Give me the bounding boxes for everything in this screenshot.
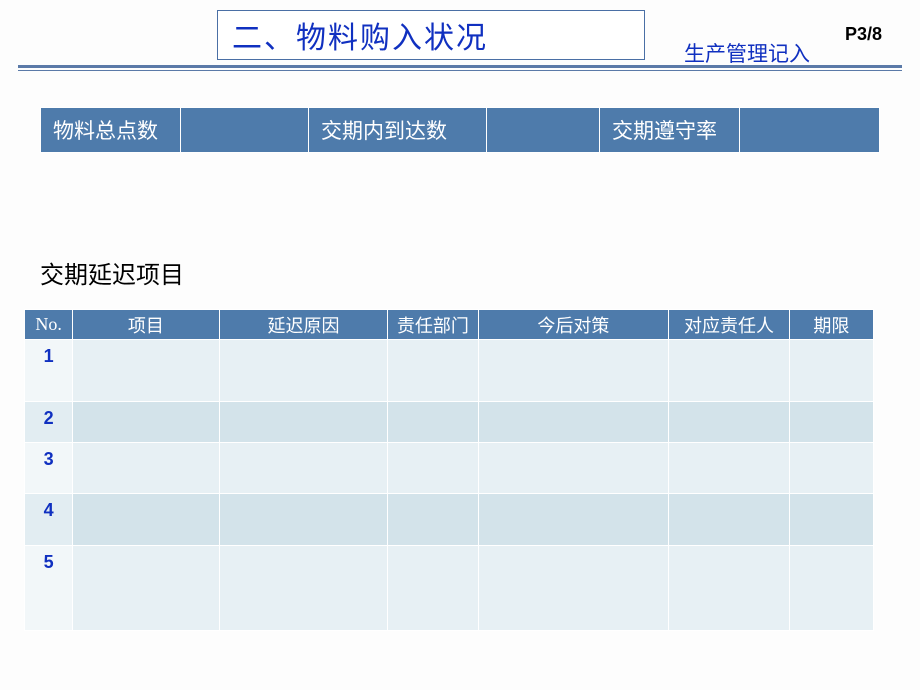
row-no: 1 <box>25 340 73 402</box>
summary-value-1 <box>487 108 600 153</box>
row-dept <box>388 402 478 443</box>
col-due: 期限 <box>789 310 873 340</box>
row-owner <box>669 443 789 494</box>
table-row: 1 <box>25 340 874 402</box>
title-box: 二、物料购入状况 <box>217 10 645 60</box>
row-due <box>789 340 873 402</box>
col-reason: 延迟原因 <box>219 310 388 340</box>
row-dept <box>388 340 478 402</box>
row-reason <box>219 546 388 631</box>
col-dept: 责任部门 <box>388 310 478 340</box>
row-due <box>789 494 873 546</box>
col-action: 今后对策 <box>478 310 669 340</box>
row-reason <box>219 340 388 402</box>
row-item <box>73 494 220 546</box>
col-item: 项目 <box>73 310 220 340</box>
row-dept <box>388 546 478 631</box>
row-no: 5 <box>25 546 73 631</box>
row-action <box>478 494 669 546</box>
header-divider <box>18 65 902 71</box>
table-row: 5 <box>25 546 874 631</box>
summary-label-2: 交期遵守率 <box>600 108 740 153</box>
row-item <box>73 402 220 443</box>
row-dept <box>388 443 478 494</box>
table-row: 2 <box>25 402 874 443</box>
row-no: 3 <box>25 443 73 494</box>
page-number: P3/8 <box>845 24 882 45</box>
summary-label-0: 物料总点数 <box>41 108 181 153</box>
row-reason <box>219 443 388 494</box>
page-header: 二、物料购入状况 生产管理记入 P3/8 <box>0 0 920 68</box>
table-row: 4 <box>25 494 874 546</box>
summary-value-0 <box>181 108 309 153</box>
row-due <box>789 402 873 443</box>
row-owner <box>669 494 789 546</box>
row-dept <box>388 494 478 546</box>
detail-header-row: No. 项目 延迟原因 责任部门 今后对策 对应责任人 期限 <box>25 310 874 340</box>
row-action <box>478 340 669 402</box>
row-owner <box>669 546 789 631</box>
row-due <box>789 546 873 631</box>
detail-table: No. 项目 延迟原因 责任部门 今后对策 对应责任人 期限 12345 <box>24 309 874 631</box>
row-no: 2 <box>25 402 73 443</box>
row-action <box>478 402 669 443</box>
row-item <box>73 546 220 631</box>
row-action <box>478 546 669 631</box>
row-reason <box>219 402 388 443</box>
row-item <box>73 443 220 494</box>
summary-table: 物料总点数 交期内到达数 交期遵守率 <box>40 107 880 153</box>
summary-row: 物料总点数 交期内到达数 交期遵守率 <box>41 108 880 153</box>
col-no: No. <box>25 310 73 340</box>
row-action <box>478 443 669 494</box>
summary-value-2 <box>740 108 880 153</box>
summary-label-1: 交期内到达数 <box>309 108 487 153</box>
table-row: 3 <box>25 443 874 494</box>
row-owner <box>669 402 789 443</box>
section-title: 交期延迟项目 <box>40 255 184 290</box>
row-no: 4 <box>25 494 73 546</box>
page-title: 二、物料购入状况 <box>232 13 488 57</box>
row-due <box>789 443 873 494</box>
row-owner <box>669 340 789 402</box>
col-owner: 对应责任人 <box>669 310 789 340</box>
row-item <box>73 340 220 402</box>
row-reason <box>219 494 388 546</box>
subtitle: 生产管理记入 <box>684 38 810 68</box>
